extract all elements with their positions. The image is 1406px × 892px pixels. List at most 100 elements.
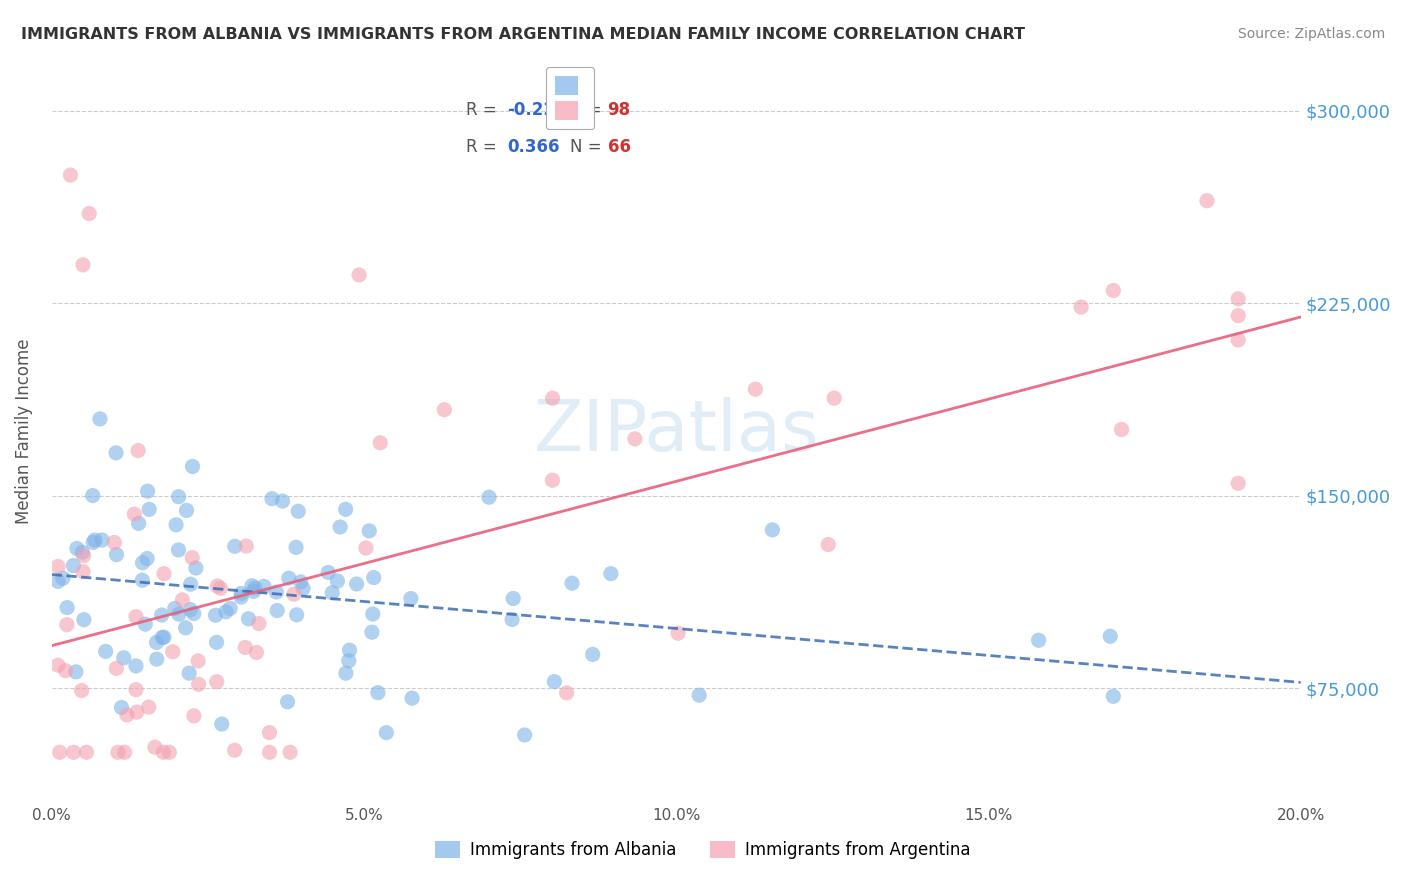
Immigrants from Albania [363,571,385,585]
Immigrants from Albania [359,524,381,538]
Text: Source: ZipAtlas.com: Source: ZipAtlas.com [1237,27,1385,41]
Immigrants from Albania [335,666,357,681]
Immigrants from Albania [1099,629,1122,643]
Y-axis label: Median Family Income: Median Family Income [15,339,32,524]
Immigrants from Argentina [138,700,160,714]
Immigrants from Argentina [62,745,84,759]
Immigrants from Argentina [245,645,267,659]
Immigrants from Albania [242,584,264,599]
Immigrants from Albania [287,504,309,518]
Immigrants from Argentina [259,745,281,759]
Immigrants from Albania [105,446,128,460]
Immigrants from Albania [1102,690,1125,704]
Text: -0.225: -0.225 [508,101,567,119]
Immigrants from Albania [131,573,153,587]
Immigrants from Argentina [77,206,100,220]
Immigrants from Albania [688,688,710,702]
Immigrants from Albania [46,574,69,589]
Immigrants from Albania [167,607,190,622]
Legend: Immigrants from Albania, Immigrants from Argentina: Immigrants from Albania, Immigrants from… [429,834,977,866]
Immigrants from Albania [84,533,107,547]
Immigrants from Argentina [259,725,281,739]
Immigrants from Albania [231,590,253,604]
Immigrants from Albania [174,621,197,635]
Immigrants from Albania [501,613,523,627]
Immigrants from Albania [167,543,190,558]
Text: N =: N = [569,101,607,119]
Immigrants from Albania [375,725,398,739]
Immigrants from Albania [138,502,160,516]
Immigrants from Argentina [624,432,647,446]
Immigrants from Albania [136,551,159,566]
Immigrants from Albania [65,665,87,679]
Immigrants from Argentina [433,402,456,417]
Immigrants from Albania [110,700,132,714]
Immigrants from Argentina [115,707,138,722]
Text: N =: N = [569,137,607,156]
Legend: , : , [546,67,595,129]
Immigrants from Argentina [823,391,845,405]
Immigrants from Albania [145,652,167,666]
Immigrants from Albania [478,490,501,504]
Immigrants from Argentina [207,579,229,593]
Immigrants from Albania [543,674,565,689]
Immigrants from Albania [761,523,783,537]
Immigrants from Albania [179,602,201,616]
Immigrants from Albania [128,516,150,531]
Immigrants from Albania [153,630,176,644]
Immigrants from Argentina [666,626,689,640]
Immigrants from Albania [184,561,207,575]
Immigrants from Albania [502,591,524,606]
Immigrants from Albania [561,576,583,591]
Immigrants from Albania [183,607,205,621]
Text: 0.366: 0.366 [508,137,560,156]
Immigrants from Argentina [1195,194,1218,208]
Immigrants from Argentina [143,740,166,755]
Immigrants from Albania [285,541,308,555]
Immigrants from Albania [316,566,339,580]
Immigrants from Argentina [103,535,125,549]
Immigrants from Argentina [555,686,578,700]
Immigrants from Albania [401,691,423,706]
Immigrants from Argentina [1227,292,1250,306]
Immigrants from Argentina [125,705,148,719]
Immigrants from Albania [243,581,266,595]
Immigrants from Argentina [55,664,77,678]
Immigrants from Argentina [46,658,69,673]
Immigrants from Argentina [744,382,766,396]
Immigrants from Argentina [162,645,184,659]
Text: R =: R = [467,137,508,156]
Immigrants from Argentina [247,616,270,631]
Immigrants from Argentina [157,745,180,759]
Text: ZIPatlas: ZIPatlas [533,397,820,467]
Immigrants from Albania [290,574,312,589]
Immigrants from Argentina [278,745,301,759]
Immigrants from Albania [260,491,283,506]
Immigrants from Albania [582,648,605,662]
Immigrants from Argentina [205,674,228,689]
Immigrants from Albania [180,577,202,591]
Immigrants from Albania [1028,633,1050,648]
Immigrants from Albania [204,608,226,623]
Immigrants from Argentina [107,745,129,759]
Immigrants from Argentina [235,539,257,553]
Immigrants from Albania [125,659,148,673]
Immigrants from Albania [285,607,308,622]
Immigrants from Argentina [48,745,70,759]
Immigrants from Albania [329,520,352,534]
Immigrants from Argentina [1227,333,1250,347]
Immigrants from Argentina [183,708,205,723]
Immigrants from Albania [91,533,114,547]
Immigrants from Albania [112,650,135,665]
Immigrants from Argentina [124,507,146,521]
Immigrants from Albania [66,541,89,556]
Text: 98: 98 [607,101,631,119]
Immigrants from Argentina [1070,300,1092,314]
Immigrants from Argentina [59,168,82,182]
Immigrants from Argentina [105,661,128,675]
Immigrants from Albania [367,686,389,700]
Immigrants from Albania [211,717,233,731]
Immigrants from Argentina [1111,423,1133,437]
Immigrants from Argentina [187,654,209,668]
Immigrants from Argentina [1102,284,1125,298]
